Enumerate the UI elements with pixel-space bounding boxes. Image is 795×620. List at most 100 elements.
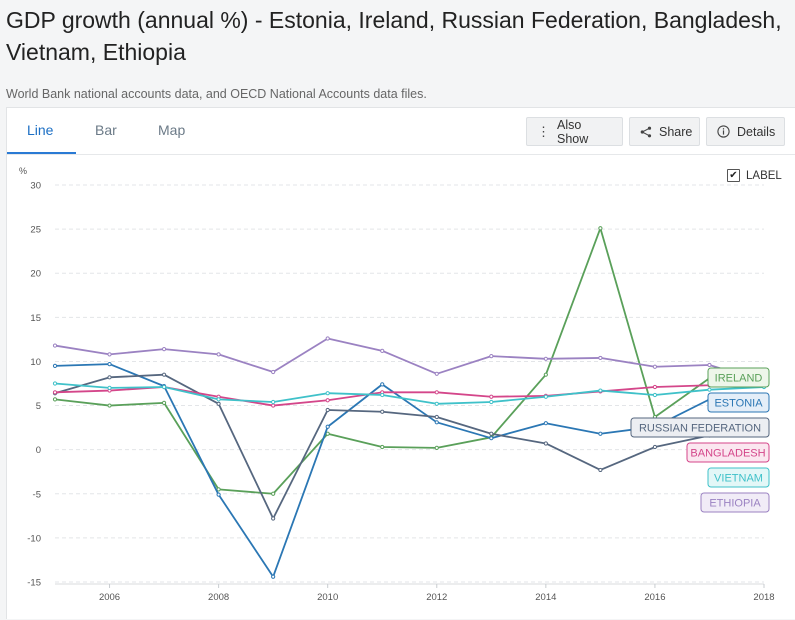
series-label-box-vietnam [707,467,770,488]
tab-line[interactable]: Line [27,122,54,138]
chart-panel: Line Bar Map ⋮ Also Show Share [6,107,795,619]
series-line-estonia [54,363,765,578]
share-icon [640,126,652,138]
data-point-ethiopia [325,336,330,341]
data-point-estonia [107,361,112,367]
data-point-ireland [107,403,112,408]
data-point-russian-federation [434,414,439,420]
data-point-vietnam [325,391,330,396]
data-point-russian-federation [161,372,167,377]
data-point-ireland [216,487,221,492]
x-tick-label: 2018 [753,592,774,603]
data-point-vietnam [489,399,494,405]
y-tick-label: 30 [30,181,41,192]
series-line-ireland [54,227,765,495]
tabs-divider [7,154,795,155]
y-tick-label: -5 [33,489,41,500]
data-point-estonia [52,363,58,368]
data-point-ethiopia [598,355,603,361]
data-point-russian-federation [598,467,603,473]
line-chart: % -15 -10 -5 0 5 10 15 20 25 30 2006 2008 2010 2012 201… [19,166,775,603]
y-tick-label: 10 [30,357,41,368]
data-point-russian-federation [271,516,276,521]
data-point-bangladesh [325,398,330,403]
y-tick-label: 25 [30,225,41,236]
tab-bar[interactable]: Bar [95,122,117,138]
data-point-ethiopia [380,348,385,353]
data-point-bangladesh [434,390,439,395]
data-point-ethiopia [434,371,439,376]
data-point-bangladesh [52,390,58,395]
data-point-ethiopia [161,346,167,352]
x-tick-label: 2016 [644,592,665,603]
active-tab-indicator [7,152,76,154]
x-tick-label: 2008 [208,592,229,603]
details-label: Details [737,124,776,139]
data-point-vietnam [707,387,712,392]
data-point-estonia [271,574,276,579]
data-point-ethiopia [707,362,712,368]
data-point-ethiopia [271,369,276,375]
tab-map[interactable]: Map [158,122,186,138]
data-point-vietnam [434,401,439,406]
x-tick-label: 2014 [535,592,556,603]
data-point-vietnam [216,397,221,402]
data-point-ireland [161,400,167,406]
share-button[interactable]: Share [629,117,700,146]
x-tick-label: 2006 [99,592,120,603]
data-point-russian-federation [543,441,548,446]
data-point-ireland [598,226,603,231]
x-tick-label: 2010 [317,592,338,603]
page-title: GDP growth (annual %) - Estonia, Ireland… [6,7,782,65]
data-point-ethiopia [216,352,221,357]
y-tick-label: -15 [27,578,41,589]
share-label: Share [659,124,693,139]
data-point-estonia [380,382,385,387]
series-label-bangladesh: BANGLADESH [690,448,765,460]
series-label-ethiopia: ETHIOPIA [709,498,761,510]
data-point-russian-federation [652,444,658,450]
data-point-vietnam [107,385,112,391]
data-point-bangladesh [271,403,276,408]
data-point-bangladesh [652,384,658,390]
data-point-ethiopia [52,343,58,348]
y-tick-label: 5 [36,401,41,412]
data-point-russian-federation [380,409,385,414]
data-point-estonia [543,421,548,426]
data-point-vietnam [380,392,385,398]
y-tick-label: 0 [36,445,41,456]
data-point-estonia [489,436,494,441]
data-point-estonia [598,431,603,436]
data-point-bangladesh [489,394,494,399]
series-line-ethiopia [54,337,765,383]
data-source: World Bank national accounts data, and O… [6,87,427,101]
series-label-box-ireland [707,367,770,388]
series-line-vietnam [54,382,765,405]
more-vertical-icon: ⋮ [537,123,550,139]
data-point-russian-federation [325,407,330,413]
details-button[interactable]: Details [706,117,785,146]
y-axis-unit-label: % [19,166,27,176]
y-tick-label: 15 [30,313,41,324]
info-icon [717,125,730,138]
also-show-label: Also Show [557,117,589,146]
label-toggle[interactable]: ✔ LABEL [727,169,782,182]
data-point-ireland [543,372,548,377]
series-label-box-estonia [707,392,770,413]
data-point-vietnam [598,388,603,393]
data-point-ethiopia [543,356,548,361]
data-point-russian-federation [216,401,221,406]
data-point-vietnam [271,399,276,405]
series-label-vietnam: VIETNAM [714,473,763,485]
data-point-russian-federation [489,431,494,436]
series-line-bangladesh [54,379,765,407]
data-point-ireland [434,445,439,451]
checkbox-checked-icon[interactable]: ✔ [727,169,740,182]
data-point-vietnam [161,384,167,390]
also-show-button[interactable]: ⋮ Also Show [526,117,623,146]
data-point-estonia [216,492,221,497]
data-point-vietnam [652,392,658,398]
data-point-ethiopia [652,364,658,369]
series-label-box-russian-federation [630,417,770,438]
x-tick-label: 2012 [426,592,447,603]
